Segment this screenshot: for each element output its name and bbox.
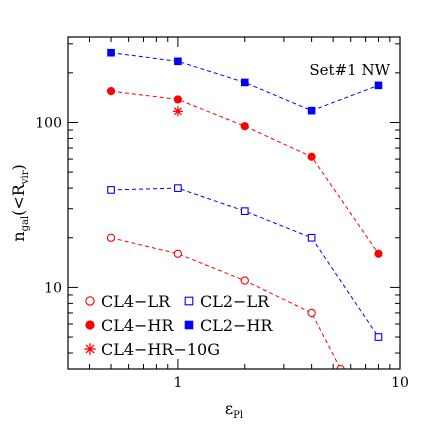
- data-point-3-0: [107, 186, 115, 194]
- data-point-3-4: [374, 333, 383, 341]
- x-axis-label: εPl: [225, 399, 243, 421]
- data-point-4-4: [374, 81, 383, 90]
- data-point-1-0: [106, 87, 116, 96]
- legend-item-2: CL4−HR−10G: [84, 340, 220, 359]
- legend-marker-4: [184, 320, 194, 330]
- legend-label-2: CL4−HR−10G: [101, 340, 220, 359]
- legend: CL4−LR CL2−LR CL4−HR CL2−HR CL4−HR−10G: [84, 292, 273, 359]
- series-line-4: [110, 52, 379, 112]
- y-tick-label: 10: [44, 280, 62, 296]
- y-tick-label: 100: [35, 116, 62, 132]
- y-axis-label-pre: n: [9, 231, 28, 241]
- data-point-3-1: [174, 184, 182, 192]
- legend-label-3: CL2−LR: [200, 292, 270, 311]
- data-point-0-3: [307, 308, 316, 318]
- legend-item-0: CL4−LR: [85, 292, 171, 311]
- axis-ticks: [68, 37, 401, 369]
- legend-item-1: CL4−HR: [85, 316, 174, 335]
- x-axis-label-sub: Pl: [233, 410, 243, 421]
- data-point-2-0: [172, 106, 183, 117]
- legend-label-0: CL4−LR: [101, 292, 171, 311]
- plot-frame: [67, 36, 401, 370]
- data-point-4-2: [240, 78, 249, 87]
- x-tick-label: 10: [391, 375, 409, 391]
- data-point-4-3: [307, 106, 316, 115]
- data-point-1-1: [173, 95, 183, 104]
- data-point-1-2: [240, 122, 249, 131]
- data-point-0-0: [106, 233, 116, 242]
- data-point-0-2: [240, 276, 249, 285]
- data-point-1-4: [374, 249, 383, 258]
- axis-tick-labels: 1 10 10 100: [35, 116, 409, 391]
- series-line-1: [110, 90, 379, 255]
- legend-item-3: CL2−LR: [184, 292, 270, 311]
- chart-annotation: Set#1 NW: [309, 61, 390, 79]
- data-point-3-3: [307, 233, 316, 242]
- y-axis-label-sub1: gal: [20, 216, 31, 232]
- y-axis-label-mid: (<R: [9, 183, 28, 216]
- y-axis-label-post: ): [9, 164, 28, 170]
- data-point-0-1: [173, 249, 183, 258]
- y-axis-label-sub2: vir: [20, 170, 31, 185]
- legend-marker-1: [85, 320, 95, 330]
- data-point-3-2: [240, 207, 249, 216]
- data-point-1-3: [307, 152, 316, 161]
- x-tick-label: 1: [173, 375, 182, 391]
- legend-marker-3: [184, 296, 194, 306]
- legend-label-1: CL4−HR: [101, 316, 174, 335]
- data-point-4-1: [174, 57, 182, 66]
- legend-label-4: CL2−HR: [200, 316, 273, 335]
- series-line-3: [111, 187, 379, 338]
- x-axis-label-base: ε: [225, 399, 233, 418]
- y-axis-label: ngal(<Rvir): [9, 164, 31, 241]
- legend-marker-0: [85, 296, 95, 306]
- series-markers: [106, 48, 383, 369]
- legend-marker-2: [84, 343, 96, 355]
- legend-item-4: CL2−HR: [184, 316, 273, 335]
- data-point-4-0: [107, 48, 115, 57]
